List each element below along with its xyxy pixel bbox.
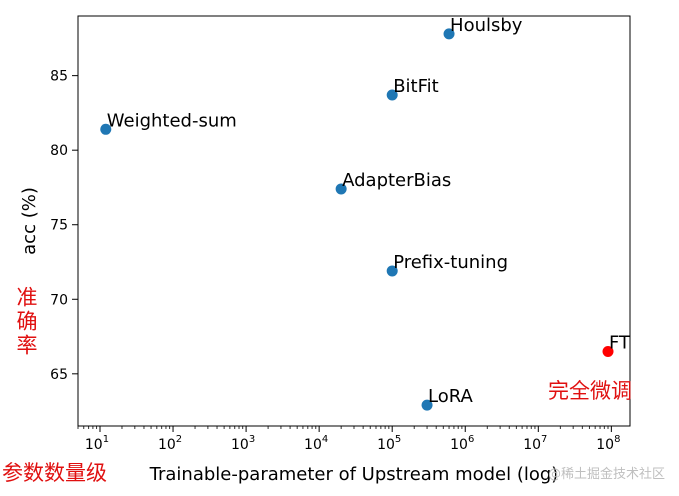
- ft-chinese-annotation: 完全微调: [548, 379, 632, 403]
- x-axis-label: Trainable-parameter of Upstream model (l…: [149, 464, 559, 485]
- x-tick-label: 102: [158, 434, 182, 453]
- data-point: [386, 265, 398, 277]
- x-axis-chinese-annotation: 参数数量级: [2, 461, 107, 485]
- y-axis-label: acc (%): [19, 187, 40, 255]
- x-tick-label: 103: [231, 434, 255, 453]
- data-point: [100, 123, 112, 135]
- data-label: BitFit: [393, 76, 439, 97]
- data-label: Houlsby: [450, 15, 523, 36]
- plot-frame: [77, 15, 631, 427]
- data-point: [421, 399, 433, 411]
- data-label: Prefix-tuning: [393, 252, 508, 273]
- data-point: [443, 28, 455, 40]
- data-point: [602, 345, 614, 357]
- data-label: FT: [609, 332, 631, 353]
- data-points: [100, 28, 614, 411]
- y-tick-label: 80: [50, 143, 68, 159]
- x-tick-label: 101: [85, 434, 109, 453]
- x-tick-label: 107: [523, 434, 547, 453]
- y-axis-chinese-annotation: 准确率: [14, 286, 38, 358]
- x-tick-label: 104: [304, 434, 328, 453]
- data-point: [335, 183, 347, 195]
- y-tick-label: 70: [50, 292, 68, 308]
- data-label: Weighted-sum: [107, 110, 237, 131]
- x-tick-label: 106: [450, 434, 474, 453]
- data-point: [386, 89, 398, 101]
- y-tick-label: 85: [50, 69, 68, 85]
- point-labels: Houlsby BitFit Weighted-sum AdapterBias Pref…: [107, 15, 631, 407]
- data-label: AdapterBias: [342, 170, 451, 191]
- y-tick-label: 75: [50, 218, 68, 234]
- x-tick-label: 105: [377, 434, 401, 453]
- watermark: @稀土掘金技术社区: [547, 467, 665, 482]
- data-label: LoRA: [428, 386, 474, 407]
- axis-ticks: 65 70 75 80 85 101 102 103 104 105 106 107 108: [50, 69, 620, 453]
- y-tick-label: 65: [50, 367, 68, 383]
- x-tick-label: 108: [596, 434, 620, 453]
